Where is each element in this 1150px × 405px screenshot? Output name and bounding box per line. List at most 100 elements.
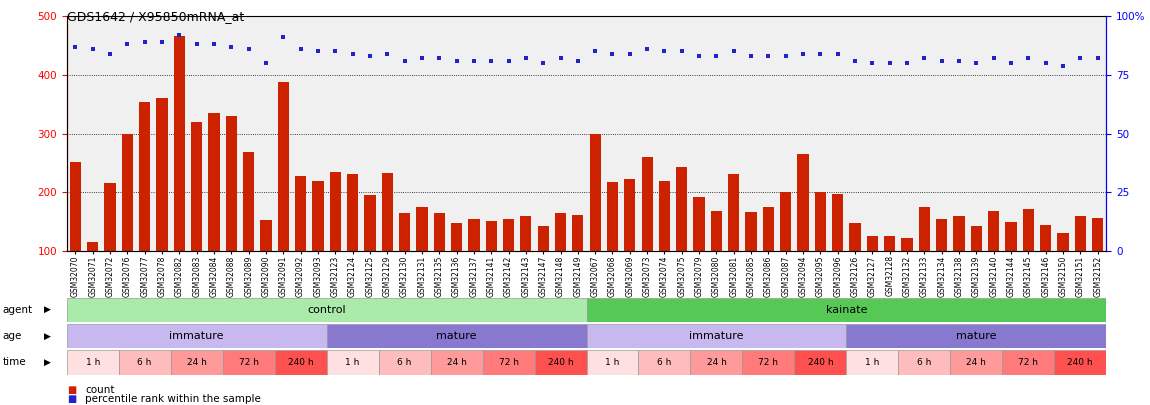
Text: 240 h: 240 h	[547, 358, 574, 367]
Text: 1 h: 1 h	[85, 358, 100, 367]
Text: GDS1642 / X95850mRNA_at: GDS1642 / X95850mRNA_at	[67, 10, 244, 23]
Text: 24 h: 24 h	[706, 358, 727, 367]
Point	[222, 43, 240, 50]
Bar	[919, 207, 930, 251]
Text: ▶: ▶	[44, 332, 51, 341]
Text: control: control	[307, 305, 346, 315]
Bar	[313, 181, 323, 251]
Bar	[815, 192, 826, 251]
Bar	[590, 134, 600, 251]
Text: 6 h: 6 h	[658, 358, 672, 367]
Bar	[327, 324, 586, 348]
Text: agent: agent	[2, 305, 32, 315]
Bar	[139, 102, 151, 251]
Bar	[745, 212, 757, 251]
Bar	[607, 182, 618, 251]
Point	[118, 41, 137, 48]
Bar	[950, 350, 1003, 375]
Point	[499, 58, 518, 64]
Bar	[690, 350, 743, 375]
Bar	[243, 152, 254, 251]
Bar	[1055, 350, 1106, 375]
Point	[950, 58, 968, 64]
Bar	[170, 350, 223, 375]
Point	[551, 55, 569, 62]
Bar	[70, 162, 80, 251]
Bar	[846, 324, 1106, 348]
Text: immature: immature	[169, 331, 224, 341]
Text: 240 h: 240 h	[807, 358, 834, 367]
Point	[413, 55, 431, 62]
Text: 72 h: 72 h	[759, 358, 779, 367]
Bar	[1075, 216, 1086, 251]
Bar	[277, 82, 289, 251]
Text: time: time	[2, 358, 26, 367]
Bar	[1003, 350, 1055, 375]
Bar	[642, 157, 653, 251]
Point	[759, 53, 777, 60]
Text: mature: mature	[436, 331, 477, 341]
Bar	[586, 350, 638, 375]
Point	[291, 46, 309, 52]
Bar	[743, 350, 795, 375]
Point	[534, 60, 552, 66]
Point	[170, 32, 189, 38]
Text: 240 h: 240 h	[1067, 358, 1094, 367]
Point	[430, 55, 449, 62]
Point	[846, 58, 865, 64]
Point	[933, 58, 951, 64]
Bar	[378, 350, 430, 375]
Text: ▶: ▶	[44, 358, 51, 367]
Bar	[953, 216, 965, 251]
Bar	[555, 213, 566, 251]
Point	[136, 39, 154, 45]
Point	[67, 43, 85, 50]
Point	[84, 46, 102, 52]
Bar	[67, 324, 327, 348]
Bar	[535, 350, 586, 375]
Text: 1 h: 1 h	[345, 358, 360, 367]
Point	[256, 60, 275, 66]
Text: 240 h: 240 h	[288, 358, 314, 367]
Bar	[902, 238, 913, 251]
Text: 1 h: 1 h	[865, 358, 880, 367]
Bar	[780, 192, 791, 251]
Bar	[898, 350, 950, 375]
Bar	[416, 207, 428, 251]
Point	[586, 48, 605, 55]
Point	[656, 48, 674, 55]
Bar	[347, 174, 358, 251]
Bar	[624, 179, 636, 251]
Point	[690, 53, 708, 60]
Bar	[1005, 222, 1017, 251]
Text: count: count	[85, 385, 115, 394]
Point	[898, 60, 917, 66]
Point	[742, 53, 760, 60]
Point	[811, 51, 829, 57]
Bar	[988, 211, 999, 251]
Bar	[485, 221, 497, 251]
Bar	[156, 98, 168, 251]
Text: 24 h: 24 h	[446, 358, 467, 367]
Text: 72 h: 72 h	[1019, 358, 1038, 367]
Bar	[936, 219, 948, 251]
Bar	[1092, 217, 1103, 251]
Bar	[327, 350, 378, 375]
Bar	[762, 207, 774, 251]
Text: percentile rank within the sample: percentile rank within the sample	[85, 394, 261, 404]
Point	[864, 60, 882, 66]
Bar	[105, 183, 116, 251]
Bar	[520, 216, 531, 251]
Text: ■: ■	[67, 394, 76, 404]
Point	[638, 46, 657, 52]
Point	[828, 51, 846, 57]
Point	[984, 55, 1003, 62]
Point	[482, 58, 500, 64]
Bar	[1040, 225, 1051, 251]
Point	[378, 51, 397, 57]
Point	[707, 53, 726, 60]
Text: ■: ■	[67, 385, 76, 394]
Bar	[503, 219, 514, 251]
Point	[793, 51, 812, 57]
Point	[361, 53, 380, 60]
